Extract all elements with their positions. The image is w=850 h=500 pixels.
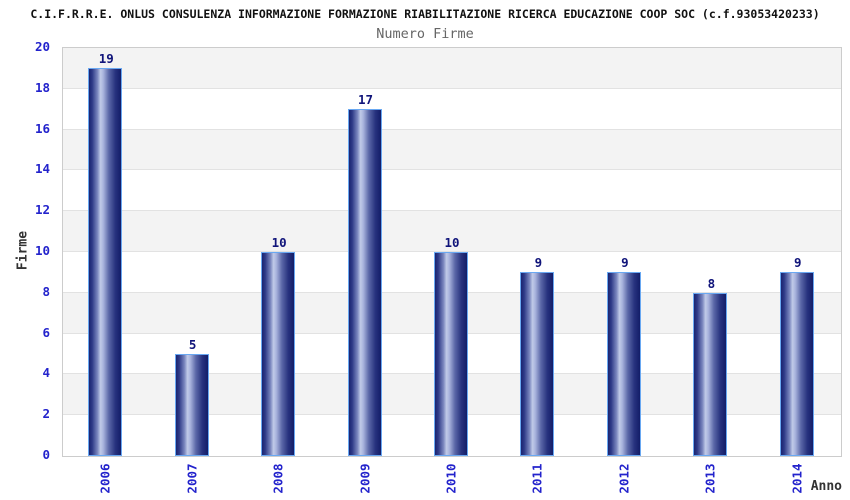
bar-2006 [88,68,123,456]
y-tick-label: 18 [34,79,50,95]
x-axis-title: Anno [810,479,842,494]
y-tick-label: 8 [42,283,50,299]
y-tick-label: 16 [34,120,50,136]
x-tick-label-2012: 2012 [616,463,632,494]
x-tick-label-2011: 2011 [529,463,545,494]
bar-2013 [693,292,728,456]
y-tick-label: 20 [34,39,50,54]
bar-value-label: 9 [534,255,543,271]
bar-value-label: 10 [271,235,287,250]
bar-2008 [261,252,296,456]
bar-2012 [606,272,641,456]
plot-band [63,211,841,252]
x-tick-label-2009: 2009 [357,463,373,494]
x-tick-label-2014: 2014 [789,463,805,494]
plot-band [63,48,841,89]
x-tick-label-2007: 2007 [184,463,200,494]
bar-2009 [347,109,382,456]
x-tick-label-2006: 2006 [97,463,113,494]
x-tick-label-2013: 2013 [702,463,718,494]
bar-value-label: 5 [188,337,197,352]
plot-band [63,170,841,212]
bar-value-label: 19 [98,51,114,67]
x-tick-label-2010: 2010 [443,463,459,494]
bar-2014 [779,272,814,456]
y-tick-label: 4 [42,365,50,381]
y-tick-label: 0 [42,447,50,462]
y-axis-title: Firme [15,230,31,271]
y-tick-label: 2 [42,406,50,422]
y-tick-label: 10 [34,243,50,258]
bar-value-label: 10 [444,235,460,250]
bar-value-label: 9 [621,255,629,271]
bar-2010 [434,252,468,456]
bar-2011 [520,272,555,456]
bar-value-label: 8 [707,275,716,291]
x-tick-label-2008: 2008 [270,463,286,494]
y-tick-label: 6 [42,324,50,340]
plot-band [63,88,841,130]
plot-area: 19 5 10 17 10 9 9 8 9 [62,47,842,457]
bar-value-label: 17 [358,92,374,108]
chart-title: C.I.F.R.R.E. ONLUS CONSULENZA INFORMAZIO… [30,7,820,21]
y-tick-label: 14 [34,161,50,177]
y-tick-label: 12 [34,202,50,218]
bar-2007 [174,354,209,456]
plot-band [63,129,841,171]
bar-value-label: 9 [794,255,802,271]
chart-subtitle: Numero Firme [376,26,474,42]
